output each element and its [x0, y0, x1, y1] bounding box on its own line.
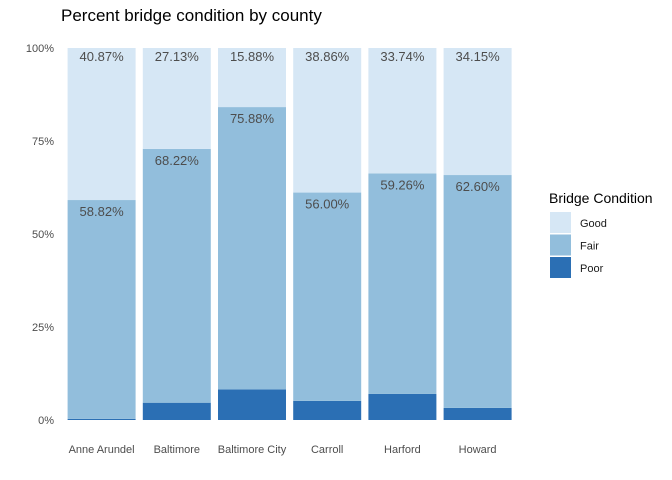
- bar-segment-fair: [293, 192, 362, 401]
- legend-title: Bridge Condition: [549, 190, 653, 206]
- legend-label-poor: Poor: [580, 263, 604, 275]
- chart-title: Percent bridge condition by county: [61, 6, 322, 25]
- y-tick-label: 0%: [38, 415, 54, 427]
- data-label-good: 38.86%: [305, 49, 350, 64]
- bar-segment-fair: [443, 175, 512, 408]
- bar-segment-fair: [368, 173, 437, 394]
- x-axis: Anne Arundel Baltimore Baltimore City Carro…: [69, 444, 497, 456]
- data-label-good: 27.13%: [155, 49, 200, 64]
- bar-segment-good: [67, 48, 136, 201]
- y-tick-label: 25%: [32, 322, 54, 334]
- data-label-good: 33.74%: [380, 49, 425, 64]
- legend-label-good: Good: [580, 218, 607, 230]
- data-label-fair: 62.60%: [456, 179, 501, 194]
- x-tick-label: Harford: [384, 444, 421, 456]
- bar-segment-poor: [67, 418, 136, 420]
- bar-segment-fair: [142, 148, 211, 403]
- bar-segment-poor: [368, 393, 437, 420]
- y-tick-label: 100%: [26, 43, 54, 55]
- bar-segment-good: [293, 48, 362, 193]
- bar-segment-good: [368, 48, 437, 174]
- y-axis: 0% 25% 50% 75% 100%: [26, 43, 54, 427]
- bar-segment-fair: [218, 107, 286, 390]
- bar-segment-fair: [67, 200, 136, 419]
- data-label-fair: 75.88%: [230, 111, 275, 126]
- data-label-fair: 59.26%: [380, 178, 425, 193]
- x-tick-label: Howard: [459, 444, 497, 456]
- bar-segment-good: [218, 48, 286, 108]
- y-tick-label: 50%: [32, 229, 54, 241]
- data-label-good: 34.15%: [456, 49, 501, 64]
- legend-swatch-poor: [550, 257, 571, 278]
- legend-label-fair: Fair: [580, 241, 599, 253]
- bars: [67, 48, 512, 420]
- x-tick-label: Baltimore: [154, 444, 200, 456]
- x-tick-label: Baltimore City: [218, 444, 287, 456]
- data-labels: 40.87% 58.82% 27.13% 68.22% 15.88% 75.88% 38.8…: [80, 49, 501, 219]
- bar-segment-poor: [142, 402, 211, 420]
- bar-segment-good: [142, 48, 211, 149]
- bar-segment-good: [443, 48, 512, 176]
- x-tick-label: Anne Arundel: [69, 444, 135, 456]
- data-label-fair: 68.22%: [155, 153, 200, 168]
- legend: Bridge Condition Good Fair Poor: [549, 190, 653, 278]
- bar-segment-poor: [443, 407, 512, 420]
- legend-swatch-fair: [550, 234, 571, 256]
- legend-swatch-good: [550, 212, 571, 233]
- bar-segment-poor: [218, 389, 286, 420]
- data-label-good: 40.87%: [80, 49, 125, 64]
- bar-segment-poor: [293, 400, 362, 420]
- data-label-fair: 58.82%: [80, 204, 125, 219]
- data-label-fair: 56.00%: [305, 197, 350, 212]
- x-tick-label: Carroll: [311, 444, 343, 456]
- y-tick-label: 75%: [32, 136, 54, 148]
- data-label-good: 15.88%: [230, 49, 275, 64]
